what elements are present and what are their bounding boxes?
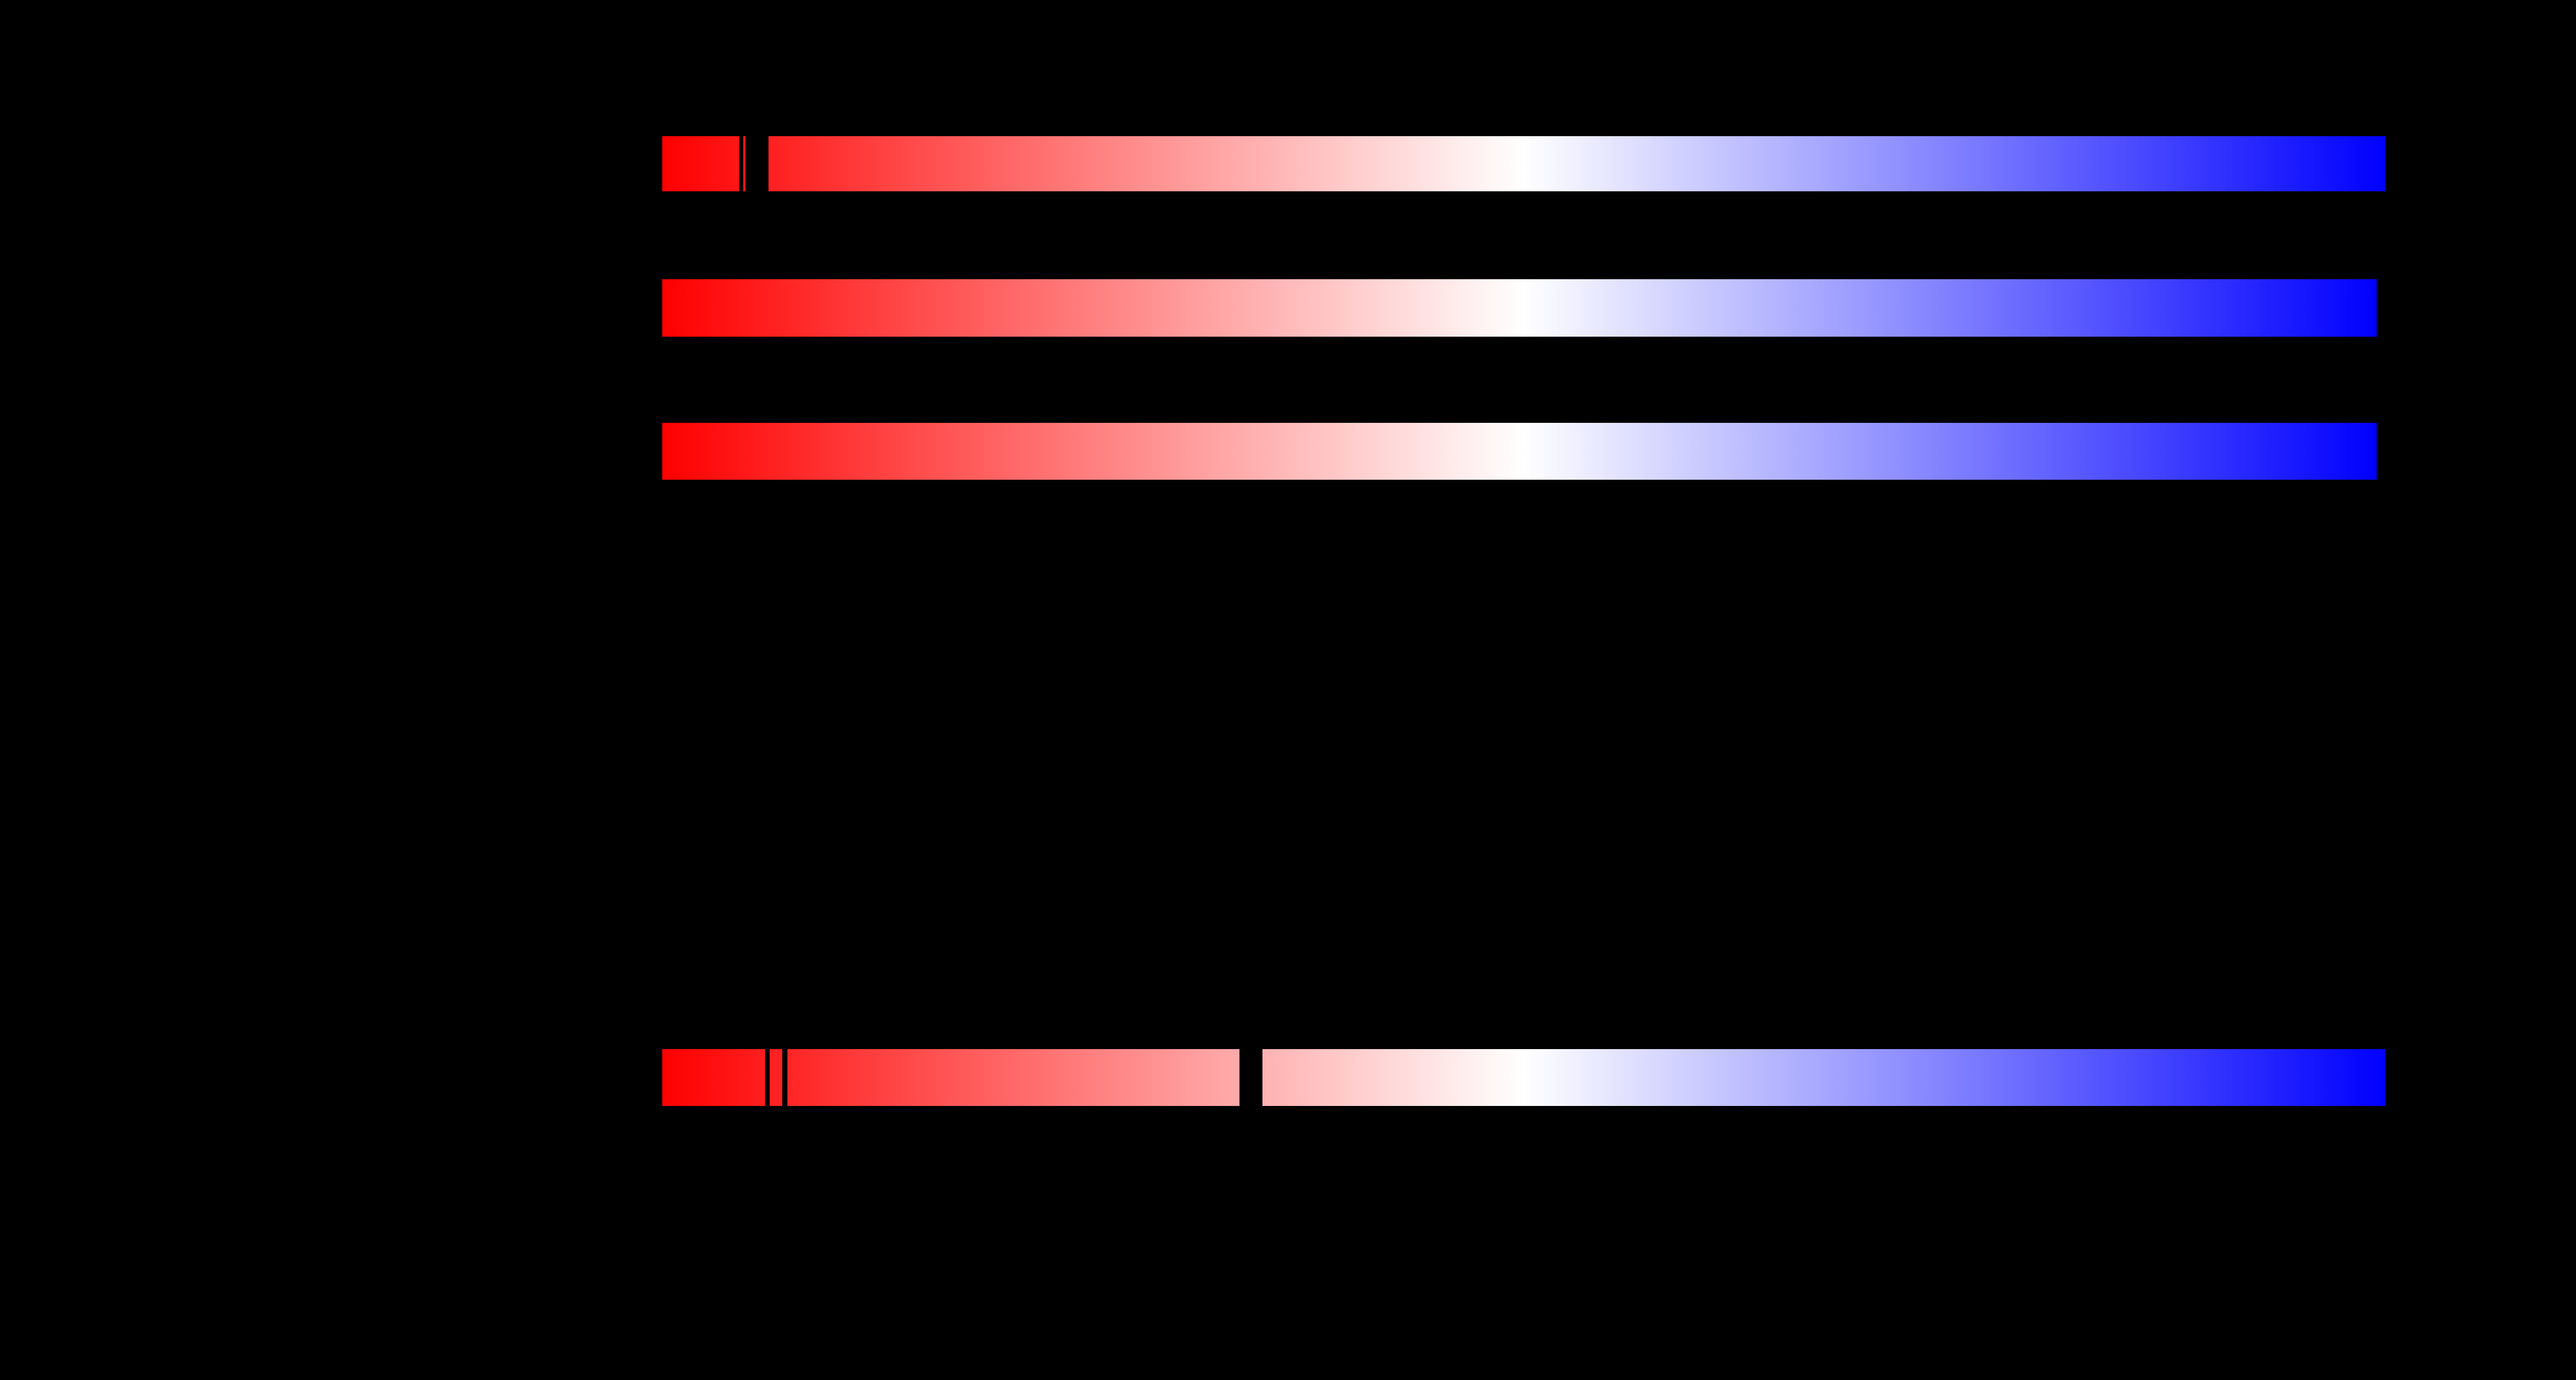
bar-break xyxy=(782,1049,787,1106)
gradient-bar-4 xyxy=(662,1049,2385,1106)
bar-break xyxy=(739,136,743,191)
bar-break xyxy=(746,136,768,191)
bar-break xyxy=(765,1049,770,1106)
gradient-bar-1 xyxy=(662,136,2385,191)
gradient-bar-3 xyxy=(662,423,2377,480)
gradient-bar-2 xyxy=(662,279,2377,337)
bar-break xyxy=(1239,1049,1262,1106)
